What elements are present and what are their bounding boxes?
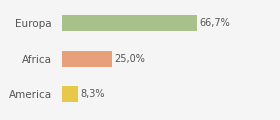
Text: 25,0%: 25,0% [115,54,146,64]
Bar [62,51,112,67]
Text: 8,3%: 8,3% [81,89,105,99]
Bar [62,86,78,102]
Bar [62,15,197,31]
Text: 66,7%: 66,7% [199,18,230,28]
